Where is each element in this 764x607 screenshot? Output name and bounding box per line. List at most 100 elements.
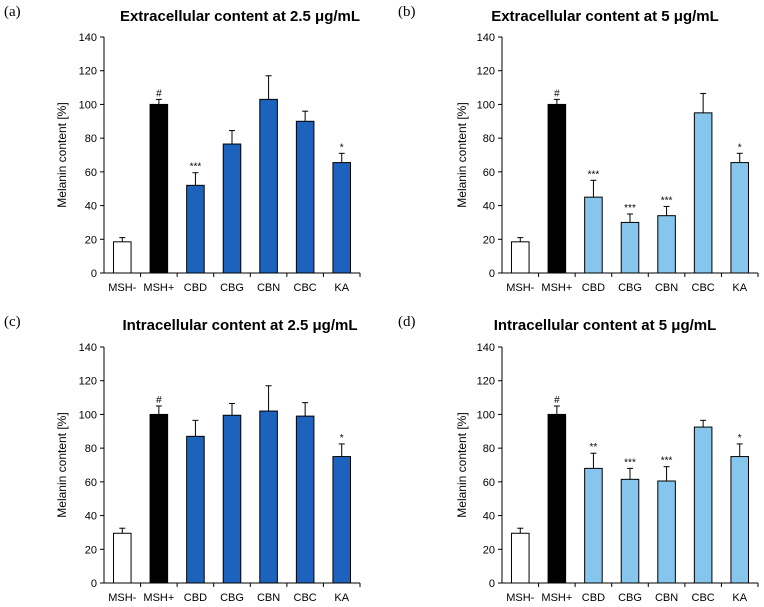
y-tick-label: 100	[477, 99, 495, 111]
panel-d: (d) Intracellular content at 5 μg/mL Mel…	[398, 314, 759, 604]
significance-label: *	[738, 142, 742, 153]
panel-a-plot: 0 20 40 60 80 100 120 140 MSH- # MSH+ *** CBD CBG CBN C…	[79, 32, 361, 294]
x-tick-label: CBN	[257, 282, 280, 294]
panel-b-y-axis-label: Melanin content [%]	[455, 102, 469, 207]
y-tick-label: 100	[79, 99, 97, 111]
panel-d-title: Intracellular content at 5 μg/mL	[494, 317, 717, 334]
panel-a-y-axis-label: Melanin content [%]	[55, 102, 69, 207]
bar-cbd	[584, 196, 603, 274]
y-tick-label: 120	[79, 376, 97, 388]
significance-label: ***	[661, 456, 673, 467]
bar-ka	[332, 456, 351, 584]
bar-cbd	[584, 467, 603, 584]
y-tick-label: 80	[483, 443, 495, 455]
panel-c-plot: 0 20 40 60 80 100 120 140 MSH- # MSH+ CBD CBG CBN CBC *…	[79, 342, 361, 604]
bar-msh-	[113, 241, 132, 274]
x-tick-label: CBG	[618, 592, 642, 604]
bar-msh-	[149, 413, 169, 584]
y-tick-label: 40	[85, 511, 97, 523]
bar-msh-	[149, 103, 169, 274]
bar-cbc	[693, 426, 713, 584]
panel-b-label: (b)	[398, 4, 416, 20]
bar-ka	[332, 162, 351, 274]
x-tick-label: MSH+	[541, 282, 572, 294]
significance-label: ***	[624, 203, 636, 214]
significance-label: *	[340, 433, 344, 444]
panel-c: (c) Intracellular content at 2.5 μg/mL M…	[4, 314, 361, 604]
y-tick-label: 40	[483, 511, 495, 523]
panel-b-title: Extracellular content at 5 μg/mL	[491, 8, 719, 25]
y-tick-label: 140	[477, 32, 495, 44]
x-tick-label: MSH-	[108, 592, 136, 604]
panel-d-y-axis-label: Melanin content [%]	[455, 412, 469, 517]
significance-label: ***	[190, 162, 202, 173]
y-tick-label: 20	[85, 544, 97, 556]
x-tick-label: MSH+	[143, 282, 174, 294]
panel-a-title: Extracellular content at 2.5 μg/mL	[120, 8, 360, 25]
panel-c-y-axis-label: Melanin content [%]	[55, 412, 69, 517]
x-tick-label: CBC	[692, 282, 715, 294]
panel-c-title: Intracellular content at 2.5 μg/mL	[122, 317, 357, 334]
bar-ka	[730, 162, 749, 274]
significance-label: *	[738, 433, 742, 444]
y-tick-label: 0	[91, 268, 97, 280]
panel-d-label: (d)	[398, 314, 416, 330]
x-tick-label: KA	[334, 592, 349, 604]
bar-cbg	[222, 143, 242, 274]
y-tick-label: 80	[85, 133, 97, 145]
significance-label: #	[554, 88, 560, 99]
y-tick-label: 20	[483, 234, 495, 246]
x-tick-label: MSH-	[506, 282, 534, 294]
panel-a: (a) Extracellular content at 2.5 μg/mL M…	[4, 4, 361, 294]
y-tick-label: 120	[477, 66, 495, 78]
x-tick-label: CBG	[220, 592, 244, 604]
x-tick-label: CBN	[655, 592, 678, 604]
bar-msh-	[547, 103, 567, 274]
y-tick-label: 60	[85, 477, 97, 489]
y-tick-label: 80	[85, 443, 97, 455]
x-tick-label: CBC	[692, 592, 715, 604]
y-tick-label: 140	[79, 32, 97, 44]
significance-label: ***	[588, 169, 600, 180]
x-tick-label: CBG	[618, 282, 642, 294]
panel-a-label: (a)	[4, 4, 21, 20]
bar-msh-	[547, 413, 567, 584]
y-tick-label: 40	[85, 201, 97, 213]
bar-cbc	[295, 415, 315, 584]
bar-cbg	[620, 221, 640, 274]
x-tick-label: MSH+	[541, 592, 572, 604]
x-tick-label: CBD	[582, 592, 605, 604]
bar-cbc	[295, 120, 315, 274]
x-tick-label: CBN	[257, 592, 280, 604]
significance-label: #	[156, 88, 162, 99]
panel-b-plot: 0 20 40 60 80 100 120 140 MSH- # MSH+ *** CBD *** CBG *…	[477, 32, 759, 294]
y-tick-label: 0	[489, 578, 495, 590]
panel-c-label: (c)	[4, 314, 21, 330]
x-tick-label: KA	[732, 282, 747, 294]
y-tick-label: 0	[489, 268, 495, 280]
significance-label: *	[340, 142, 344, 153]
y-tick-label: 120	[477, 376, 495, 388]
bar-cbn	[657, 480, 676, 584]
y-tick-label: 140	[477, 342, 495, 354]
bar-cbc	[693, 112, 713, 274]
x-tick-label: KA	[732, 592, 747, 604]
y-tick-label: 100	[79, 409, 97, 421]
x-tick-label: KA	[334, 282, 349, 294]
bar-ka	[730, 456, 749, 584]
significance-label: **	[590, 442, 598, 453]
x-tick-label: CBD	[184, 282, 207, 294]
significance-label: ***	[624, 457, 636, 468]
y-tick-label: 20	[483, 544, 495, 556]
x-tick-label: MSH-	[108, 282, 136, 294]
y-tick-label: 60	[85, 167, 97, 179]
x-tick-label: CBC	[294, 282, 317, 294]
significance-label: #	[554, 395, 560, 406]
bar-cbn	[259, 98, 278, 274]
y-tick-label: 100	[477, 409, 495, 421]
bar-cbd	[186, 435, 205, 584]
y-tick-label: 140	[79, 342, 97, 354]
significance-label: ***	[661, 195, 673, 206]
bar-msh-	[511, 241, 530, 274]
